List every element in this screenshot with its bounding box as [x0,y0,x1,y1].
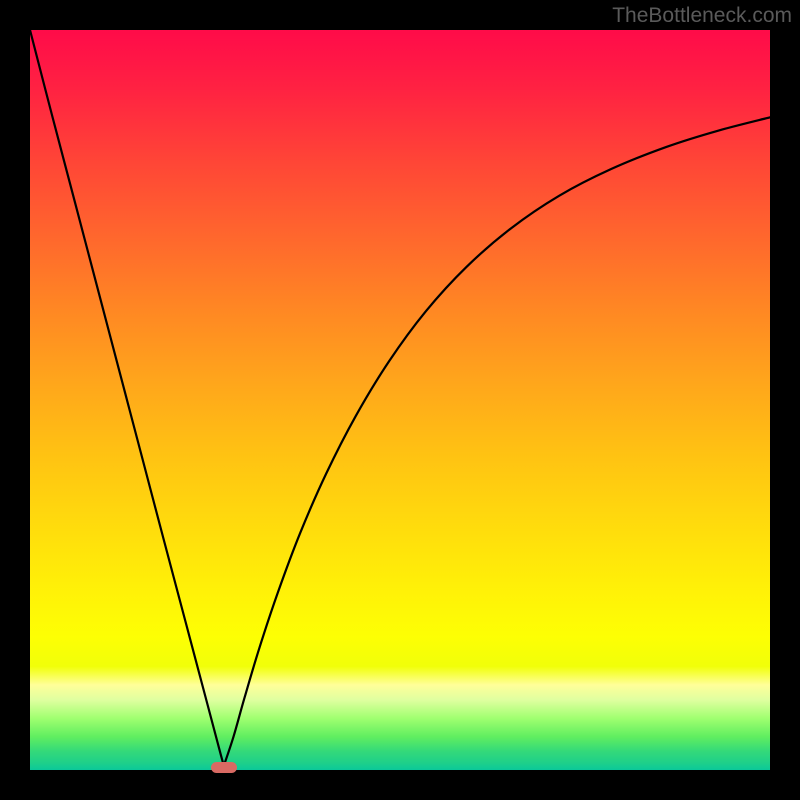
plot-area [30,30,770,770]
curve-right-branch [224,117,770,765]
watermark-text: TheBottleneck.com [612,4,792,28]
minimum-marker [211,762,237,773]
curve-left-branch [30,30,224,766]
chart-container: TheBottleneck.com [0,0,800,800]
bottleneck-curve [30,30,770,770]
